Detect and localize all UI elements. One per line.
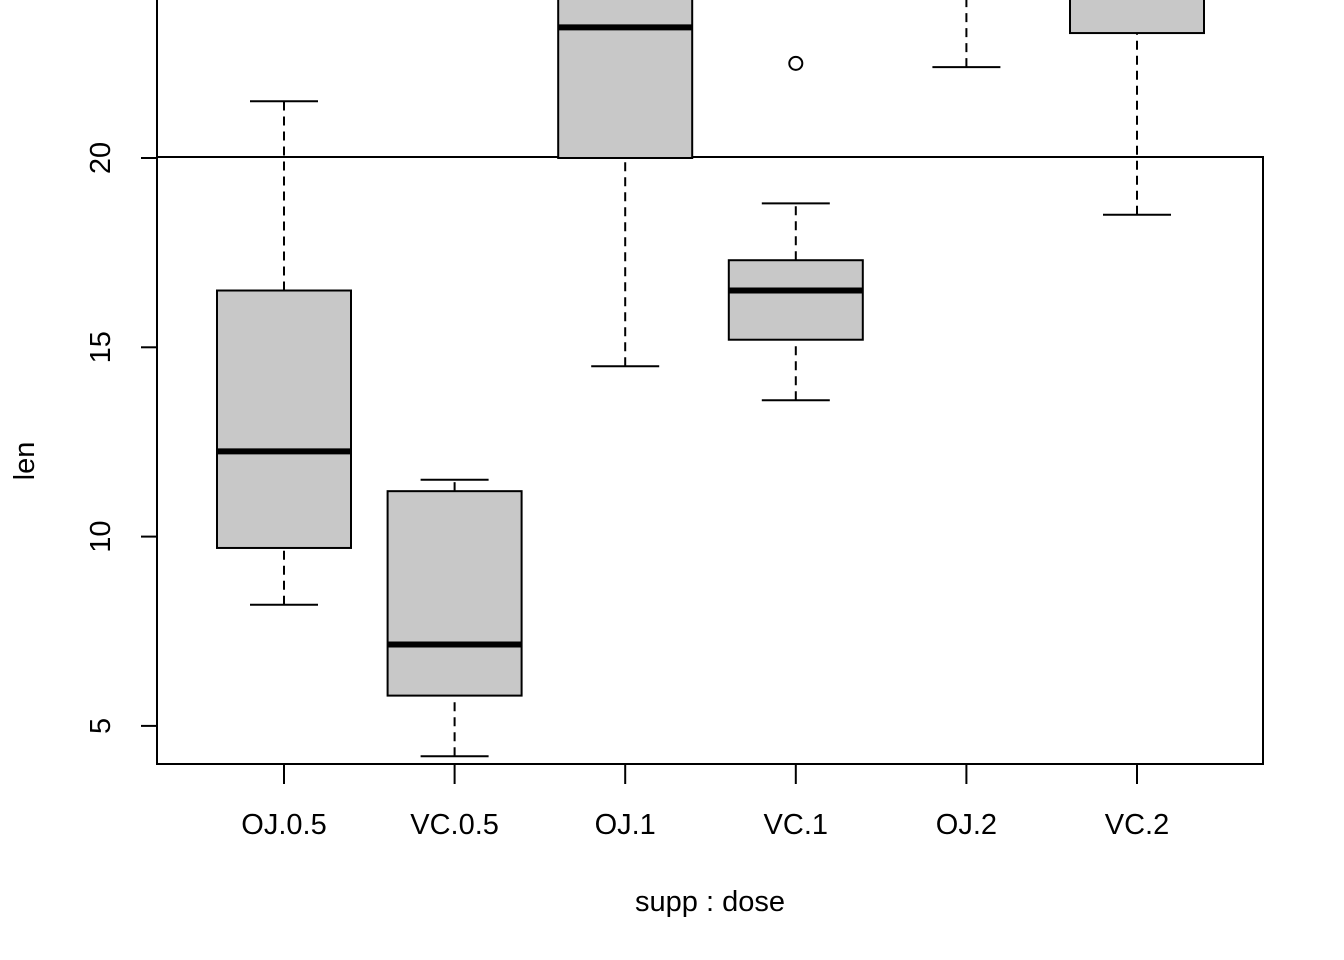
y-tick-label: 20: [85, 142, 117, 174]
box-VC.1: [727, 55, 864, 402]
iqr-box: [727, 259, 864, 341]
y-axis: 5101520253035: [85, 0, 158, 734]
x-axis-label: supp : dose: [635, 886, 785, 918]
x-axis: OJ.0.5 VC.0.5 OJ.1 VC.1 OJ.2 VC.2: [241, 764, 1169, 841]
x-tick-label: OJ.2: [936, 809, 997, 841]
y-tick-label: 10: [85, 520, 117, 552]
iqr-box: [216, 289, 352, 549]
box-VC.2: [1069, 0, 1205, 216]
y-tick-label: 15: [85, 331, 117, 363]
iqr-box: [557, 0, 694, 159]
x-tick-label: OJ.0.5: [241, 809, 326, 841]
iqr-box: [1069, 0, 1205, 35]
box-OJ.1: [557, 0, 694, 368]
box-OJ.2: [932, 0, 1001, 69]
outlier-point: [788, 55, 804, 71]
x-tick-label: OJ.1: [595, 809, 656, 841]
box-VC.0.5: [386, 478, 523, 758]
iqr-box: [386, 490, 523, 697]
x-tick-label: VC.0.5: [410, 809, 499, 841]
box-OJ.0.5: [216, 100, 352, 606]
y-axis-label: len: [9, 442, 41, 481]
x-tick-label: VC.1: [764, 809, 828, 841]
x-tick-label: VC.2: [1105, 809, 1169, 841]
boxes: [216, 0, 1205, 758]
y-tick-label: 5: [85, 718, 117, 734]
